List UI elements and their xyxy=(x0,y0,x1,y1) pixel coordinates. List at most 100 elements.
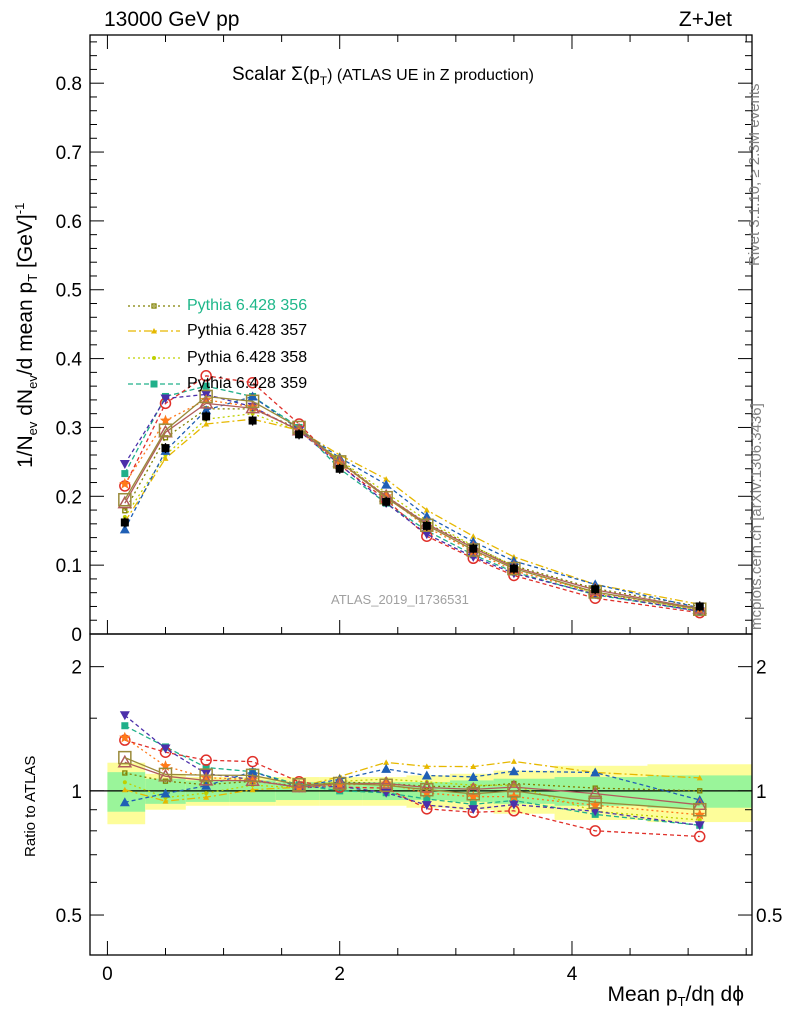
series-1-point xyxy=(203,421,210,427)
series-8-ratio-point xyxy=(419,779,435,793)
series-7-ratio-point xyxy=(589,799,601,810)
legend-marker-0 xyxy=(151,303,157,309)
top-ytick-label: 0.3 xyxy=(56,418,82,439)
series-0-ratio-line xyxy=(124,772,700,792)
series-8-line xyxy=(124,402,700,610)
top-ytick-label: 0.2 xyxy=(56,487,82,508)
x-axis-label-main: Mean p xyxy=(607,983,678,1006)
series-6-point xyxy=(421,511,432,521)
series-5-ratio-point xyxy=(119,711,130,721)
top-ytick-label: 0 xyxy=(71,625,82,646)
x-axis-label-sub: T xyxy=(677,994,686,1010)
series-8-ratio-point xyxy=(378,776,394,789)
top-y-axis-label: 1/Nev dNev/d mean pT [GeV]-1 xyxy=(12,203,40,468)
series-9-top xyxy=(118,389,707,616)
series-4-ratio-line xyxy=(124,739,700,838)
series-7-ratio-point xyxy=(246,773,259,785)
legend-label-356: Pythia 6.428 356 xyxy=(187,297,308,314)
top-ytick-label: 0.5 xyxy=(56,281,82,302)
data-points xyxy=(120,411,704,612)
xtick-label: 2 xyxy=(334,964,345,985)
bottom-y-axis-label: Ratio to ATLAS xyxy=(22,755,39,857)
series-9-ratio-point xyxy=(245,768,260,783)
top-ytick-label: 0.8 xyxy=(56,74,82,95)
data-point xyxy=(509,564,518,573)
series-0-point xyxy=(122,508,128,514)
data-point xyxy=(120,518,129,527)
series-9-point xyxy=(199,389,213,404)
series-1-ratio-line xyxy=(124,760,700,802)
series-6-point xyxy=(201,405,212,415)
series-1-point xyxy=(423,507,430,513)
series-9-point xyxy=(420,518,434,532)
series-6-ratio-point xyxy=(381,763,392,773)
legend-marker-1 xyxy=(151,328,157,334)
series-4-point xyxy=(246,376,259,389)
series-1-ratio-point xyxy=(423,763,430,769)
series-3-point xyxy=(202,382,210,390)
series-7-ratio-point xyxy=(694,808,706,820)
legend-marker-2 xyxy=(152,356,156,360)
mcplots-label: mcplots.cern.ch [arXiv:1306.3436] xyxy=(748,403,765,630)
series-6-ratio-point xyxy=(247,766,258,776)
series-8-ratio-point xyxy=(117,754,133,768)
series-1-ratio-point xyxy=(203,794,210,800)
series-7-ratio-point xyxy=(334,779,346,790)
series-9-ratio-point xyxy=(507,784,521,798)
ratio-ytick-label-right: 1 xyxy=(756,782,767,803)
series-8-ratio-point xyxy=(245,773,260,786)
series-6-point xyxy=(119,524,130,534)
series-3-ratio-point xyxy=(423,795,431,803)
series-7-ratio-point xyxy=(508,790,520,802)
top-ylabel-unit: [GeV] xyxy=(14,214,37,274)
series-6-ratio-point xyxy=(590,767,601,777)
series-7-ratio-line xyxy=(124,737,700,816)
series-7-ratio-point xyxy=(119,731,131,743)
series-0-ratio-point xyxy=(697,788,703,794)
series-9-ratio-point xyxy=(158,767,173,782)
series-5-ratio-line xyxy=(124,714,700,826)
ratio-ytick-label: 2 xyxy=(71,658,82,679)
series-8-ratio-point xyxy=(506,779,522,793)
series-6-ratio-point xyxy=(421,770,432,780)
series-1-ratio-point xyxy=(696,774,703,781)
series-3-ratio-point xyxy=(121,722,129,730)
series-4-ratio-point xyxy=(693,830,706,843)
series-9-ratio-point xyxy=(588,795,602,809)
series-1-ratio-point xyxy=(470,763,477,770)
xtick-label: 4 xyxy=(567,964,578,985)
xtick-label: 0 xyxy=(102,964,113,985)
series-2-line xyxy=(124,413,700,612)
top-ylabel-part2: dN xyxy=(14,388,37,422)
series-6-ratio-point xyxy=(508,766,519,776)
top-ytick-label: 0.1 xyxy=(56,556,82,577)
series-1-ratio-point xyxy=(510,758,517,764)
series-4-point xyxy=(200,370,212,382)
data-point xyxy=(469,544,478,553)
series-6-point xyxy=(381,479,392,489)
series-9-ratio-point xyxy=(292,778,306,792)
series-8-ratio-point xyxy=(587,786,603,799)
series-6-ratio-point xyxy=(160,788,171,798)
ratio-ytick-label: 0.5 xyxy=(56,906,82,927)
series-8-ratio-line xyxy=(124,761,700,806)
series-9-ratio-point xyxy=(420,782,434,797)
series-5-line xyxy=(124,393,700,612)
series-8-ratio-point xyxy=(198,772,214,786)
series-9-point xyxy=(245,394,260,409)
series-5-ratio-point xyxy=(421,801,432,811)
series-9-ratio-point xyxy=(379,778,393,793)
series-3-point xyxy=(121,470,129,478)
series-0-top xyxy=(122,406,703,610)
series-9-point xyxy=(118,492,132,507)
series-8-point xyxy=(117,495,133,509)
series-0-line xyxy=(124,408,700,608)
legend-marker-3 xyxy=(150,380,158,388)
series-1-ratio-point xyxy=(121,786,128,793)
series-5-point xyxy=(119,459,130,469)
series-1-ratio-point xyxy=(162,798,169,804)
series-9-ratio-point xyxy=(118,750,132,765)
series-6-ratio-point xyxy=(119,797,130,807)
process-label: Z+Jet xyxy=(678,8,732,31)
